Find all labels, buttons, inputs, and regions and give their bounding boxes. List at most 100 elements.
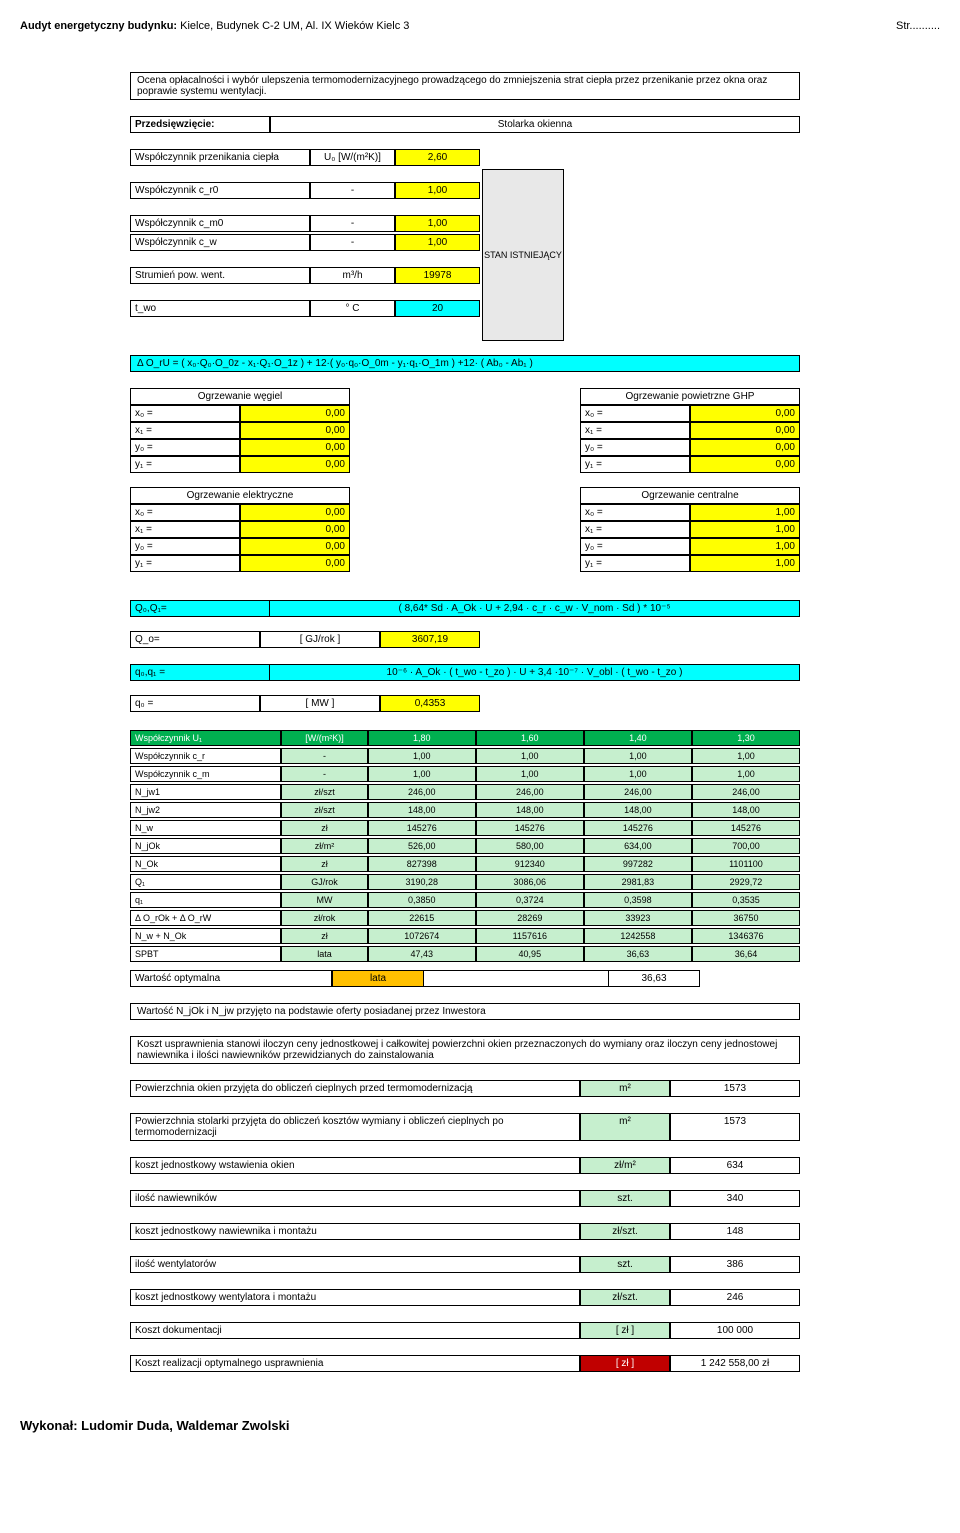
row-unit: [W/(m²K)] (281, 730, 367, 746)
footer-val: 1573 (670, 1113, 800, 1141)
row-c1: 1,00 (368, 766, 476, 782)
q0q1-label: q₀,q₁ = (131, 665, 270, 680)
row-c4: 36750 (692, 910, 800, 926)
row-c2: 40,95 (476, 946, 584, 962)
header-prefix: Audyt energetyczny budynku: (20, 20, 180, 32)
qoq1-formula: ( 8,64* Sd · A_Ok · U + 2,94 · c_r · c_w… (270, 601, 799, 616)
qo-val: 3607,19 (380, 631, 480, 648)
footer-unit: zł/szt. (580, 1223, 670, 1240)
table-row: Współczynnik c_m-1,001,001,001,00 (130, 766, 800, 782)
row-c1: 1,80 (368, 730, 476, 746)
footer-row: koszt jednostkowy wstawienia okienzł/m²6… (130, 1157, 800, 1174)
row-c3: 1,00 (584, 748, 692, 764)
qoq1-formula-row: Q₀,Q₁= ( 8,64* Sd · A_Ok · U + 2,94 · c_… (130, 600, 800, 617)
heat-block: Ogrzewanie węgielx₀ =0,00x₁ =0,00y₀ =0,0… (130, 388, 350, 473)
heat-block-title: Ogrzewanie powietrzne GHP (580, 388, 800, 405)
footer-unit: [ zł ] (580, 1322, 670, 1339)
stan-box: STAN ISTNIEJĄCY (482, 169, 564, 341)
heat-row-label: y₁ = (580, 555, 690, 572)
row-c2: 1157616 (476, 928, 584, 944)
row-c1: 145276 (368, 820, 476, 836)
table-row: N_wzł145276145276145276145276 (130, 820, 800, 836)
u0-label: Współczynnik przenikania ciepła (130, 149, 310, 166)
row-c3: 997282 (584, 856, 692, 872)
heat-row-label: y₁ = (130, 456, 240, 473)
row-c4: 246,00 (692, 784, 800, 800)
opt-val: 36,63 (608, 970, 700, 987)
footer-val: 100 000 (670, 1322, 800, 1339)
footer-row: ilość wentylatorówszt.386 (130, 1256, 800, 1273)
row-c3: 246,00 (584, 784, 692, 800)
row-unit: MW (281, 892, 367, 908)
row-label: N_jw1 (130, 784, 281, 800)
footer-row: Koszt realizacji optymalnego usprawnieni… (130, 1355, 800, 1372)
cm0-row: Współczynnik c_m0 - 1,00 (130, 215, 480, 232)
cm0-val: 1,00 (395, 215, 480, 232)
footer-unit: [ zł ] (580, 1355, 670, 1372)
footer-val: 634 (670, 1157, 800, 1174)
heat-row-label: y₁ = (130, 555, 240, 572)
row-c3: 1,40 (584, 730, 692, 746)
table-row: SPBTlata47,4340,9536,6336,64 (130, 946, 800, 962)
footer-unit: zł/m² (580, 1157, 670, 1174)
row-c1: 246,00 (368, 784, 476, 800)
two-val: 20 (395, 300, 480, 317)
table-row: N_jw1zł/szt246,00246,00246,00246,00 (130, 784, 800, 800)
main-table: Współczynnik U₁[W/(m²K)]1,801,601,401,30… (130, 728, 800, 964)
row-c2: 1,00 (476, 748, 584, 764)
row-c2: 0,3724 (476, 892, 584, 908)
heat-row-val: 0,00 (690, 456, 800, 473)
row-c1: 827398 (368, 856, 476, 872)
heat-row-label: y₀ = (580, 538, 690, 555)
row-c3: 2981,83 (584, 874, 692, 890)
footer-row: koszt jednostkowy wentylatora i montażuz… (130, 1289, 800, 1306)
przed-value: Stolarka okienna (270, 116, 800, 133)
footer-row: Koszt dokumentacji[ zł ]100 000 (130, 1322, 800, 1339)
footer-label: Powierzchnia stolarki przyjęta do oblicz… (130, 1113, 580, 1141)
heat-row-label: y₀ = (130, 439, 240, 456)
row-c1: 0,3850 (368, 892, 476, 908)
heat-block: Ogrzewanie elektrycznex₀ =0,00x₁ =0,00y₀… (130, 487, 350, 572)
row-unit: - (281, 766, 367, 782)
row-c3: 148,00 (584, 802, 692, 818)
footer-label: ilość wentylatorów (130, 1256, 580, 1273)
row-label: N_w + N_Ok (130, 928, 281, 944)
heat-row-label: x₁ = (130, 521, 240, 538)
row-c4: 0,3535 (692, 892, 800, 908)
row-label: N_w (130, 820, 281, 836)
row-label: q₁ (130, 892, 281, 908)
row-c4: 148,00 (692, 802, 800, 818)
row-unit: zł/szt (281, 784, 367, 800)
delta-formula: Δ O_rU = ( x₀·Q₀·O_0z - x₁·Q₁·O_1z ) + 1… (130, 355, 800, 372)
u0-row: Współczynnik przenikania ciepła U₀ [W/(m… (130, 149, 480, 166)
row-c4: 1,30 (692, 730, 800, 746)
qo-label: Q_o= (130, 631, 260, 648)
footer-unit: zł/szt. (580, 1289, 670, 1306)
row-c1: 22615 (368, 910, 476, 926)
q0-label: q₀ = (130, 695, 260, 712)
row-unit: zł/m² (281, 838, 367, 854)
row-c3: 634,00 (584, 838, 692, 854)
footer-val: 386 (670, 1256, 800, 1273)
q0-row: q₀ = [ MW ] 0,4353 (130, 695, 800, 712)
heat-row-val: 0,00 (240, 405, 350, 422)
heat-row-val: 1,00 (690, 555, 800, 572)
row-c1: 1,00 (368, 748, 476, 764)
heat-row-label: x₀ = (580, 504, 690, 521)
table-row: Q₁GJ/rok3190,283086,062981,832929,72 (130, 874, 800, 890)
row-c4: 1,00 (692, 766, 800, 782)
table-row: Współczynnik c_r-1,001,001,001,00 (130, 748, 800, 764)
heat-block: Ogrzewanie powietrzne GHPx₀ =0,00x₁ =0,0… (580, 388, 800, 473)
przedsiewziecie-row: Przedsięwzięcie: Stolarka okienna (130, 116, 800, 133)
row-unit: zł/szt (281, 802, 367, 818)
q0q1-formula: 10⁻⁶ · A_Ok · ( t_wo - t_zo ) · U + 3,4 … (270, 665, 799, 680)
footer-unit: m² (580, 1113, 670, 1141)
heat-block-title: Ogrzewanie elektryczne (130, 487, 350, 504)
opt-unit: lata (332, 970, 424, 987)
row-label: Δ O_rOk + Δ O_rW (130, 910, 281, 926)
ocena-box: Ocena opłacalności i wybór ulepszenia te… (130, 72, 800, 100)
row-c1: 148,00 (368, 802, 476, 818)
u0-unit: U₀ [W/(m²K)] (310, 149, 395, 166)
str-val: 19978 (395, 267, 480, 284)
qo-row: Q_o= [ GJ/rok ] 3607,19 (130, 631, 800, 648)
